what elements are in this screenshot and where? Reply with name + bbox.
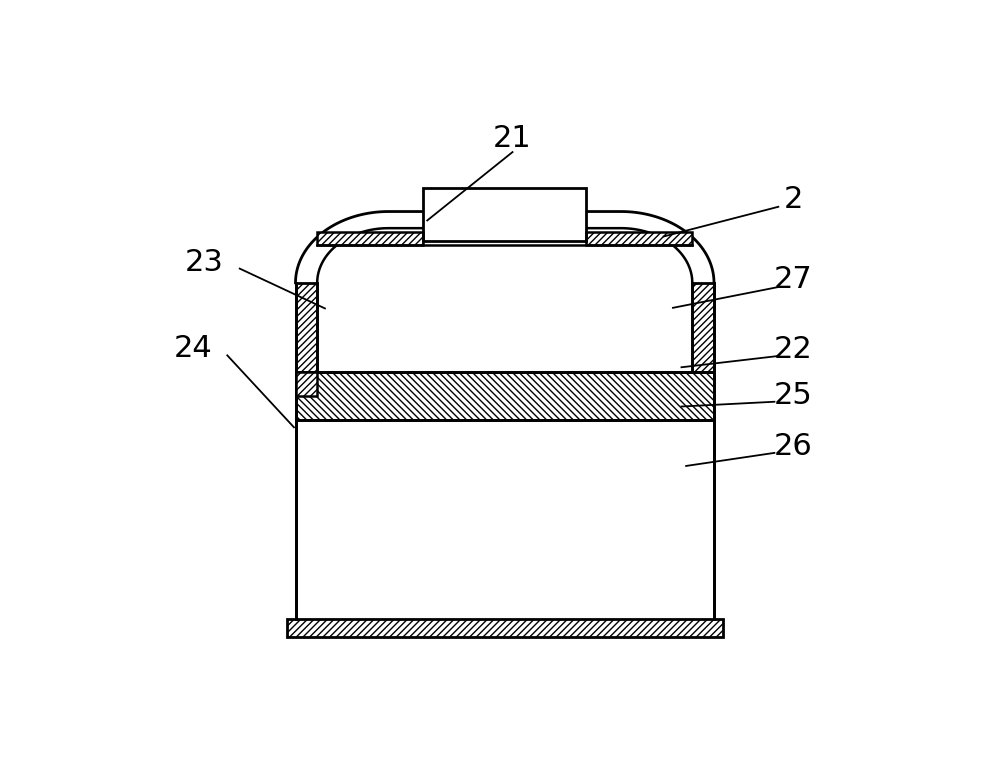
- Bar: [586, 232, 692, 245]
- Text: 23: 23: [185, 248, 223, 276]
- Text: 22: 22: [774, 335, 812, 364]
- Polygon shape: [296, 212, 714, 372]
- Bar: [296, 283, 317, 372]
- Bar: [287, 618, 723, 637]
- Bar: [287, 618, 723, 637]
- Bar: [296, 372, 714, 420]
- Bar: [317, 232, 423, 245]
- Text: 25: 25: [774, 381, 812, 410]
- Bar: [296, 372, 317, 396]
- Bar: [423, 188, 586, 241]
- Bar: [296, 420, 714, 621]
- Text: 21: 21: [493, 124, 532, 153]
- Bar: [296, 283, 317, 372]
- Bar: [296, 372, 714, 420]
- Text: 2: 2: [783, 185, 803, 214]
- Bar: [317, 232, 423, 245]
- Bar: [692, 283, 714, 372]
- Text: 26: 26: [774, 432, 812, 461]
- Text: 24: 24: [174, 334, 213, 363]
- Bar: [692, 283, 714, 372]
- Text: 27: 27: [774, 266, 812, 294]
- Bar: [586, 232, 692, 245]
